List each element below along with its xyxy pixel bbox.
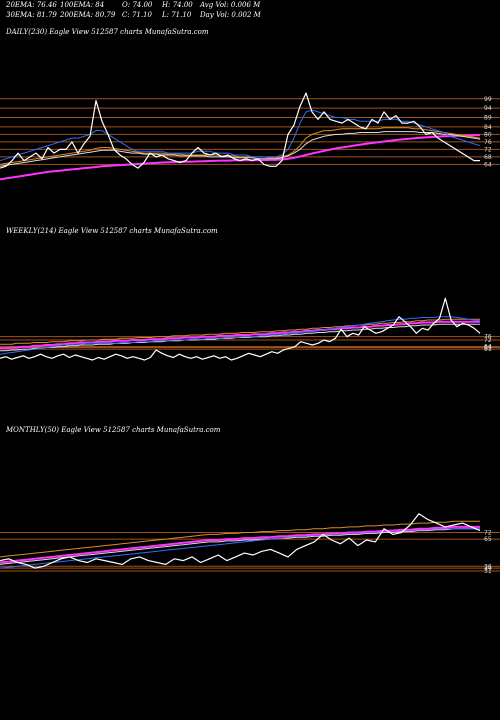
daily-tick-label: 72: [484, 146, 492, 153]
header-open: O: 74.00: [122, 1, 153, 9]
monthly-tick-label: 36: [484, 563, 492, 570]
monthly-ema-a-line: [0, 525, 480, 564]
monthly-tick-label: 65: [484, 536, 492, 543]
header-day-vol: Day Vol: 0.002 M: [200, 11, 261, 19]
daily-tick-label: 89: [484, 115, 492, 122]
daily-chart-title: DAILY(230) Eagle View 512587 charts Muna…: [6, 28, 209, 36]
monthly-ema-c-line: [0, 520, 480, 558]
daily-tick-label: 64: [484, 161, 492, 168]
header-ema100: 100EMA: 84: [60, 1, 105, 9]
header-ema200: 200EMA: 80.79: [60, 11, 116, 19]
daily-tick-label: 68: [484, 154, 492, 161]
weekly-ema-a-line: [0, 316, 481, 355]
weekly-tick-label: 63: [484, 345, 492, 352]
daily-ema-b-line: [0, 127, 481, 165]
daily-tick-label: 84: [484, 124, 492, 131]
daily-tick-label: 76: [484, 139, 492, 146]
daily-tick-label: 94: [484, 105, 492, 112]
daily-tick-label: 99: [484, 96, 492, 103]
weekly-chart-title: WEEKLY(214) Eagle View 512587 charts Mun…: [6, 227, 218, 235]
weekly-tick-label: 61: [484, 346, 492, 353]
header-ema30: 30EMA: 81.79: [6, 11, 57, 19]
monthly-tick-label: 34: [484, 565, 492, 572]
weekly-ema-c-line: [0, 318, 480, 345]
header-close: C: 71.10: [122, 11, 152, 19]
daily-ema-c-line: [0, 131, 481, 167]
weekly-ema-b-line: [0, 320, 480, 350]
weekly-tick-label: 76: [484, 334, 492, 341]
header-low: L: 71.10: [162, 11, 192, 19]
weekly-price-line: [0, 297, 481, 361]
monthly-chart-title: MONTHLY(50) Eagle View 512587 charts Mun…: [6, 426, 221, 434]
header-high: H: 74.00: [162, 1, 193, 9]
header-ema20: 20EMA: 76.46: [6, 1, 57, 9]
monthly-ema-d-line: [0, 528, 480, 565]
monthly-tick-label: 72: [484, 530, 492, 537]
weekly-tick-label: 64: [484, 344, 492, 351]
header-avg-vol: Avg Vol: 0.006 M: [200, 1, 261, 9]
weekly-tick-label: 72: [484, 337, 492, 344]
daily-tick-label: 80: [484, 131, 492, 138]
monthly-tick-label: 31: [484, 568, 492, 575]
monthly-ema-b-line: [0, 528, 480, 569]
daily-price-line: [0, 92, 480, 169]
monthly-price-line: [0, 513, 481, 569]
